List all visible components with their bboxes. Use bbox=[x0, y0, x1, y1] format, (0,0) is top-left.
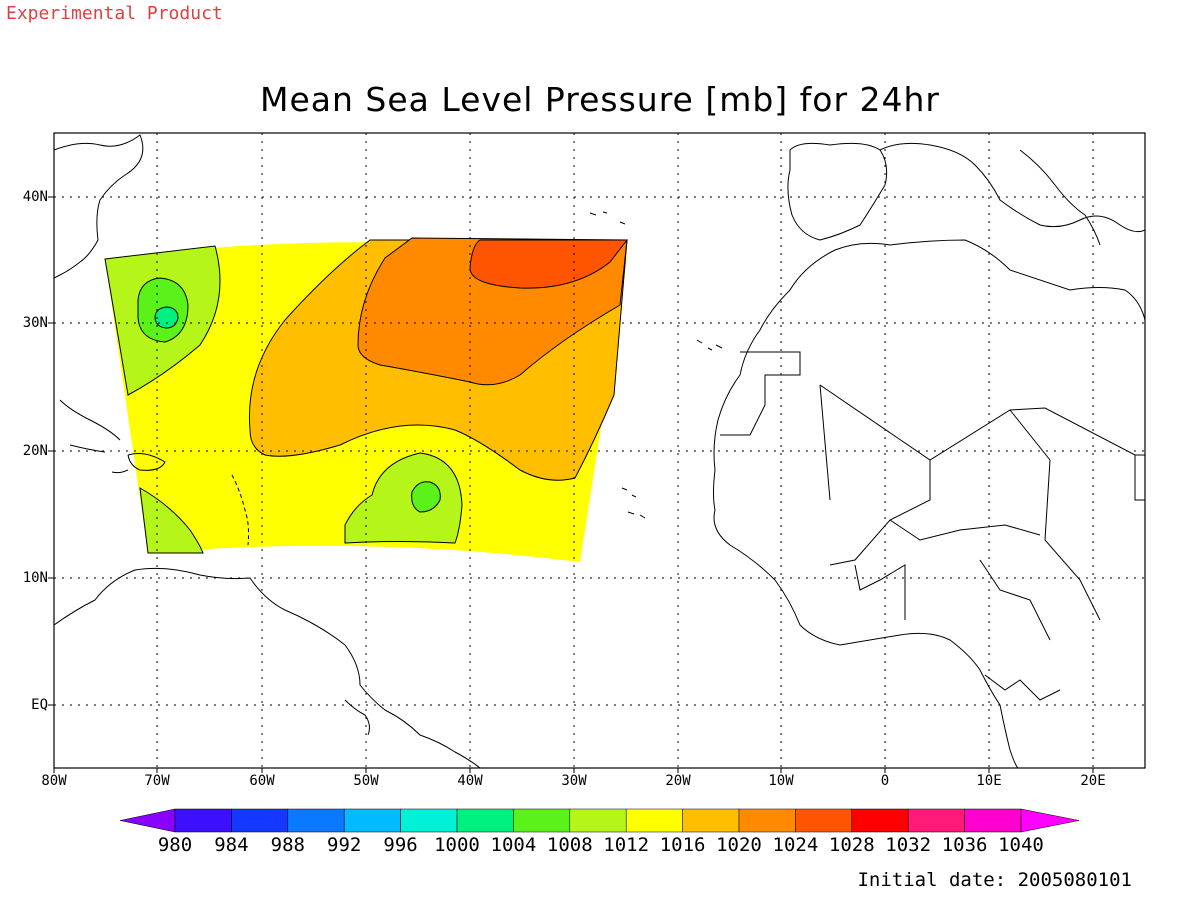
colorbar bbox=[119, 808, 1080, 833]
coastline-caribbean bbox=[59, 399, 166, 474]
colorbar-level-label: 1012 bbox=[603, 834, 650, 856]
coastline-canary-islands bbox=[696, 339, 723, 351]
colorbar-level-label: 1024 bbox=[772, 834, 819, 856]
colorbar-swatch bbox=[907, 808, 965, 833]
field-1024-1028 bbox=[469, 239, 629, 289]
border-africa-2 bbox=[819, 384, 1145, 501]
coastline-south-america bbox=[54, 567, 481, 768]
coastline-lesser-antilles bbox=[231, 474, 250, 546]
colorbar-level-label: 1036 bbox=[941, 834, 988, 856]
colorbar-swatch bbox=[964, 808, 1022, 833]
colorbar-level-label: 1032 bbox=[885, 834, 932, 856]
colorbar-level-label: 1028 bbox=[828, 834, 875, 856]
colorbar-swatch bbox=[287, 808, 345, 833]
colorbar-arrow-high bbox=[1020, 808, 1080, 833]
lon-label-70w: 70W bbox=[144, 773, 170, 789]
lon-label-30w: 30W bbox=[561, 773, 587, 789]
colorbar-level-label: 1004 bbox=[490, 834, 537, 856]
lat-label-40n: 40N bbox=[22, 189, 48, 205]
colorbar-swatch bbox=[513, 808, 571, 833]
lat-label-10n: 10N bbox=[22, 570, 48, 586]
coastline-cape-verde bbox=[621, 487, 646, 519]
colorbar-level-label: 1016 bbox=[659, 834, 706, 856]
coastline-italy bbox=[1019, 149, 1101, 246]
colorbar-level-label: 984 bbox=[214, 834, 249, 856]
colorbar-level-label: 1040 bbox=[998, 834, 1044, 856]
colorbar-swatch bbox=[682, 808, 740, 833]
coastline-azores bbox=[589, 211, 626, 225]
border-africa-4 bbox=[889, 455, 1145, 541]
colorbar-level-label: 1020 bbox=[716, 834, 762, 856]
colorbar-level-label: 1008 bbox=[546, 834, 593, 856]
lon-label-50w: 50W bbox=[353, 773, 379, 789]
field-lt1008-central bbox=[411, 481, 441, 513]
colorbar-swatch bbox=[231, 808, 289, 833]
coastline-africa bbox=[713, 239, 1145, 768]
border-africa-6 bbox=[984, 674, 1061, 701]
colorbar-swatch bbox=[738, 808, 796, 833]
lon-label-10e: 10E bbox=[976, 773, 1002, 789]
colorbar-swatch bbox=[343, 808, 401, 833]
border-africa-1 bbox=[720, 351, 801, 436]
field-1008-1012-central bbox=[344, 452, 463, 544]
lat-label-20n: 20N bbox=[22, 443, 48, 459]
lon-label-20w: 20W bbox=[665, 773, 691, 789]
lon-label-40w: 40W bbox=[457, 773, 483, 789]
colorbar-level-label: 988 bbox=[270, 834, 305, 856]
colorbar-level-label: 1000 bbox=[434, 834, 480, 856]
colorbar-swatch bbox=[456, 808, 514, 833]
coastline-iberia bbox=[787, 142, 888, 241]
lat-label-eq: EQ bbox=[31, 697, 48, 713]
border-africa-5 bbox=[854, 559, 1051, 641]
field-lt1004-west-core bbox=[154, 306, 179, 329]
axis-ticks bbox=[48, 196, 1094, 773]
colorbar-level-label: 980 bbox=[157, 834, 193, 856]
initial-date: Initial date: 2005080101 bbox=[857, 869, 1132, 891]
lon-label-20e: 20E bbox=[1080, 773, 1106, 789]
field-1008-1012-southwest bbox=[139, 487, 204, 554]
border-africa-3 bbox=[829, 409, 1101, 621]
lon-label-0: 0 bbox=[880, 773, 890, 789]
colorbar-swatch bbox=[625, 808, 683, 833]
lon-label-80w: 80W bbox=[41, 773, 67, 789]
colorbar-swatch bbox=[174, 808, 232, 833]
colorbar-swatch bbox=[400, 808, 458, 833]
lon-label-10w: 10W bbox=[768, 773, 794, 789]
colorbar-swatch bbox=[569, 808, 627, 833]
colorbar-level-label: 996 bbox=[383, 834, 418, 856]
map-title: Mean Sea Level Pressure [mb] for 24hr bbox=[259, 80, 941, 119]
colorbar-swatch bbox=[795, 808, 853, 833]
lon-label-60w: 60W bbox=[249, 773, 275, 789]
graticule bbox=[54, 133, 1145, 768]
coastlines bbox=[54, 134, 1145, 768]
coastline-north-america bbox=[54, 134, 144, 279]
colorbar-level-label: 992 bbox=[327, 834, 362, 856]
lat-label-30n: 30N bbox=[22, 315, 48, 331]
coastline-europe bbox=[879, 142, 1145, 233]
experimental-product-label: Experimental Product bbox=[6, 3, 223, 24]
colorbar-arrow-low bbox=[119, 808, 176, 833]
colorbar-swatch bbox=[851, 808, 909, 833]
